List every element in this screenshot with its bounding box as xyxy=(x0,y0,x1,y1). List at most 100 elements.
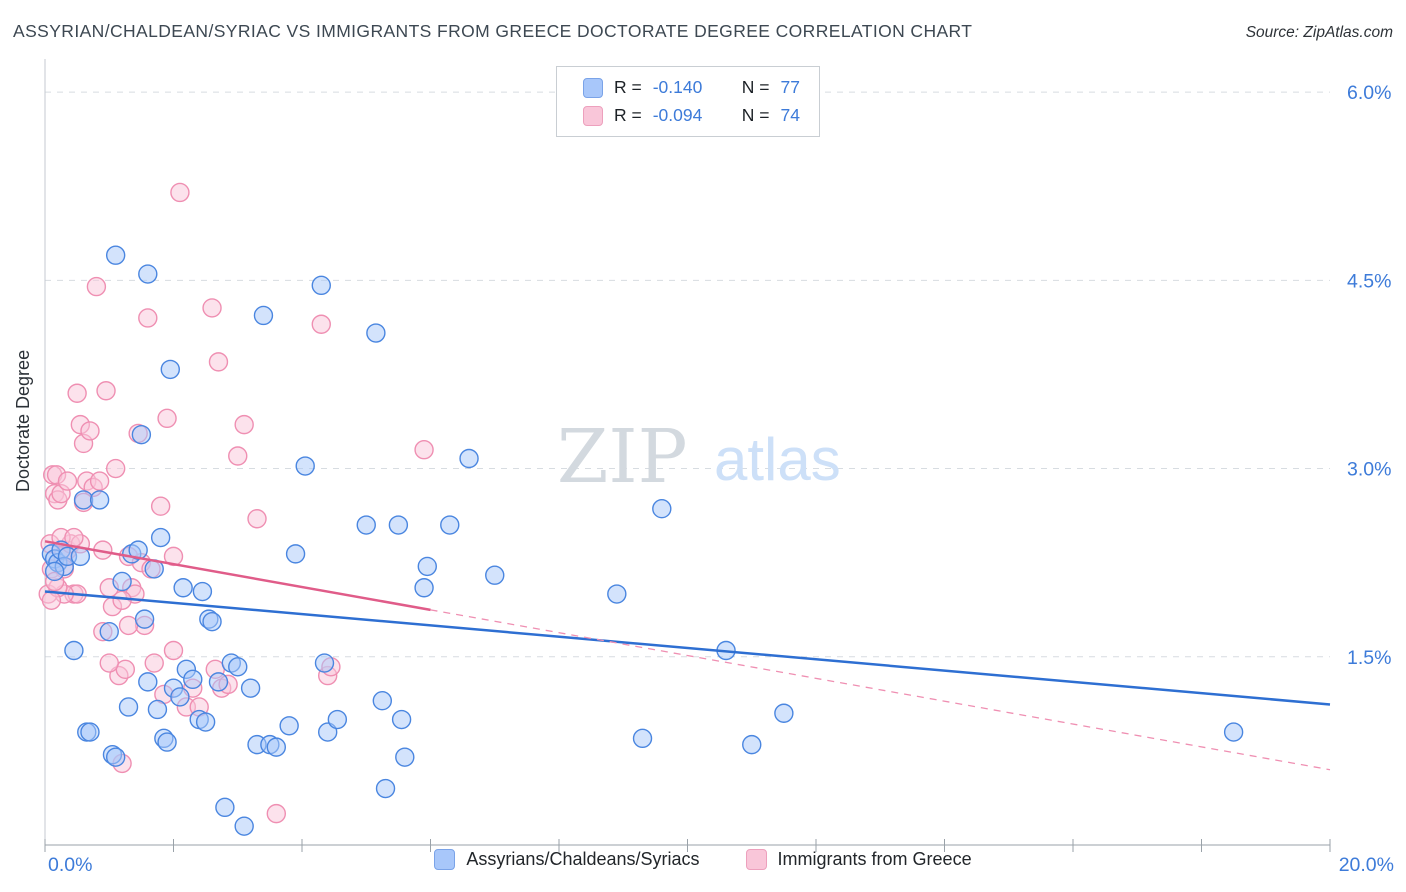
pink-series-swatch xyxy=(745,849,767,870)
scatter-point-greece xyxy=(41,590,62,611)
source-label: Source: ZipAtlas.com xyxy=(1245,24,1393,41)
scatter-point-greece xyxy=(112,590,132,611)
scatter-point-assyrians xyxy=(234,816,254,836)
r-label: R = xyxy=(614,77,642,97)
scatter-point-assyrians xyxy=(208,672,229,692)
scatter-point-assyrians xyxy=(192,581,213,602)
scatter-point-greece xyxy=(57,471,78,491)
scatter-point-assyrians xyxy=(80,722,100,742)
scatter-point-assyrians xyxy=(314,653,335,673)
scatter-point-assyrians xyxy=(183,669,203,690)
r-label: R = xyxy=(614,105,642,125)
scatter-point-assyrians xyxy=(1223,722,1244,742)
scatter-point-assyrians xyxy=(215,797,235,818)
scatter-point-assyrians xyxy=(170,687,190,707)
watermark-atlas: atlas xyxy=(714,426,841,493)
x-tick-label-max: 20.0% xyxy=(1339,854,1394,876)
scatter-point-greece xyxy=(163,640,184,661)
scatter-point-greece xyxy=(202,298,222,318)
scatter-point-assyrians xyxy=(44,561,65,582)
n-value: 74 xyxy=(780,105,800,125)
page-title: ASSYRIAN/CHALDEAN/SYRIAC VS IMMIGRANTS F… xyxy=(13,21,973,41)
scatter-point-assyrians xyxy=(742,734,762,755)
blue-series-swatch xyxy=(583,77,603,98)
scatter-point-greece xyxy=(105,458,126,479)
scatter-point-greece xyxy=(414,440,434,460)
blue-series-swatch xyxy=(434,849,456,870)
scatter-point-assyrians xyxy=(228,657,248,677)
scatter-point-assyrians xyxy=(64,640,84,661)
trend-line-extension xyxy=(430,609,1331,771)
scatter-point-greece xyxy=(247,509,267,529)
scatter-point-assyrians xyxy=(131,424,152,445)
scatter-point-assyrians xyxy=(279,716,299,736)
scatter-point-assyrians xyxy=(440,515,460,535)
scatter-point-assyrians xyxy=(417,556,437,577)
scatter-point-greece xyxy=(311,314,331,334)
scatter-point-assyrians xyxy=(372,690,393,711)
trend-line-blue xyxy=(44,590,1331,706)
scatter-point-greece xyxy=(138,308,158,328)
scatter-point-assyrians xyxy=(70,546,91,567)
scatter-point-assyrians xyxy=(160,359,180,380)
scatter-point-greece xyxy=(266,803,286,824)
scatter-point-assyrians xyxy=(356,515,376,535)
scatter-point-greece xyxy=(67,383,87,403)
n-label: N = xyxy=(741,77,770,97)
scatter-point-assyrians xyxy=(173,578,193,598)
scatter-point-assyrians xyxy=(89,490,110,510)
scatter-point-assyrians xyxy=(138,264,158,284)
scatter-point-greece xyxy=(99,653,119,673)
scatter-point-assyrians xyxy=(138,672,158,692)
scatter-point-assyrians xyxy=(652,499,672,519)
scatter-point-greece xyxy=(96,381,116,401)
scatter-point-assyrians xyxy=(202,611,222,632)
scatter-point-assyrians xyxy=(105,747,126,767)
scatter-point-assyrians xyxy=(295,456,315,476)
trend-line-pink xyxy=(44,540,431,612)
r-value: -0.140 xyxy=(652,77,703,97)
legend-item-greece: Immigrants from Greece xyxy=(745,849,972,870)
scatter-point-assyrians xyxy=(240,678,261,698)
scatter-point-assyrians xyxy=(150,527,171,548)
legend-item-label: Immigrants from Greece xyxy=(777,849,972,869)
scatter-point-greece xyxy=(86,276,107,297)
scatter-point-assyrians xyxy=(118,697,139,717)
legend-row-greece: R = -0.094 N = 74 xyxy=(583,105,807,126)
series-legend: Assyrians/Chaldeans/Syriacs Immigrants f… xyxy=(0,849,1406,870)
correlation-legend: R = -0.140 N = 77 R = -0.094 N = 74 xyxy=(556,66,820,137)
scatter-point-assyrians xyxy=(327,709,348,730)
y-tick-label: 6.0% xyxy=(1347,82,1391,104)
scatter-point-assyrians xyxy=(366,323,386,343)
scatter-point-assyrians xyxy=(774,703,794,723)
scatter-point-greece xyxy=(228,446,248,466)
scatter-point-assyrians xyxy=(391,709,412,730)
scatter-point-assyrians xyxy=(485,565,505,585)
x-tick-label-min: 0.0% xyxy=(48,854,92,876)
r-value: -0.094 xyxy=(652,105,703,125)
n-label: N = xyxy=(741,105,770,125)
scatter-point-assyrians xyxy=(375,778,396,799)
scatter-point-assyrians xyxy=(147,699,168,720)
y-tick-label: 4.5% xyxy=(1347,270,1391,292)
scatter-point-assyrians xyxy=(134,609,155,629)
legend-item-label: Assyrians/Chaldeans/Syriacs xyxy=(466,849,700,869)
scatter-point-greece xyxy=(157,408,177,429)
y-tick-label: 3.0% xyxy=(1347,459,1391,481)
scatter-point-greece xyxy=(234,414,254,435)
scatter-point-assyrians xyxy=(285,544,306,564)
y-axis-title: Doctorate Degree xyxy=(13,350,33,492)
scatter-point-assyrians xyxy=(266,737,286,757)
scatter-point-assyrians xyxy=(105,245,126,265)
scatter-point-assyrians xyxy=(607,584,627,604)
scatter-point-assyrians xyxy=(99,621,119,642)
scatter-point-assyrians xyxy=(388,515,409,535)
scatter-point-assyrians xyxy=(112,571,132,592)
legend-item-assyrians: Assyrians/Chaldeans/Syriacs xyxy=(434,849,700,870)
scatter-point-greece xyxy=(118,615,139,636)
watermark-zip: ZIP xyxy=(557,414,687,500)
scatter-point-assyrians xyxy=(195,712,216,732)
scatter-point-greece xyxy=(150,496,171,516)
